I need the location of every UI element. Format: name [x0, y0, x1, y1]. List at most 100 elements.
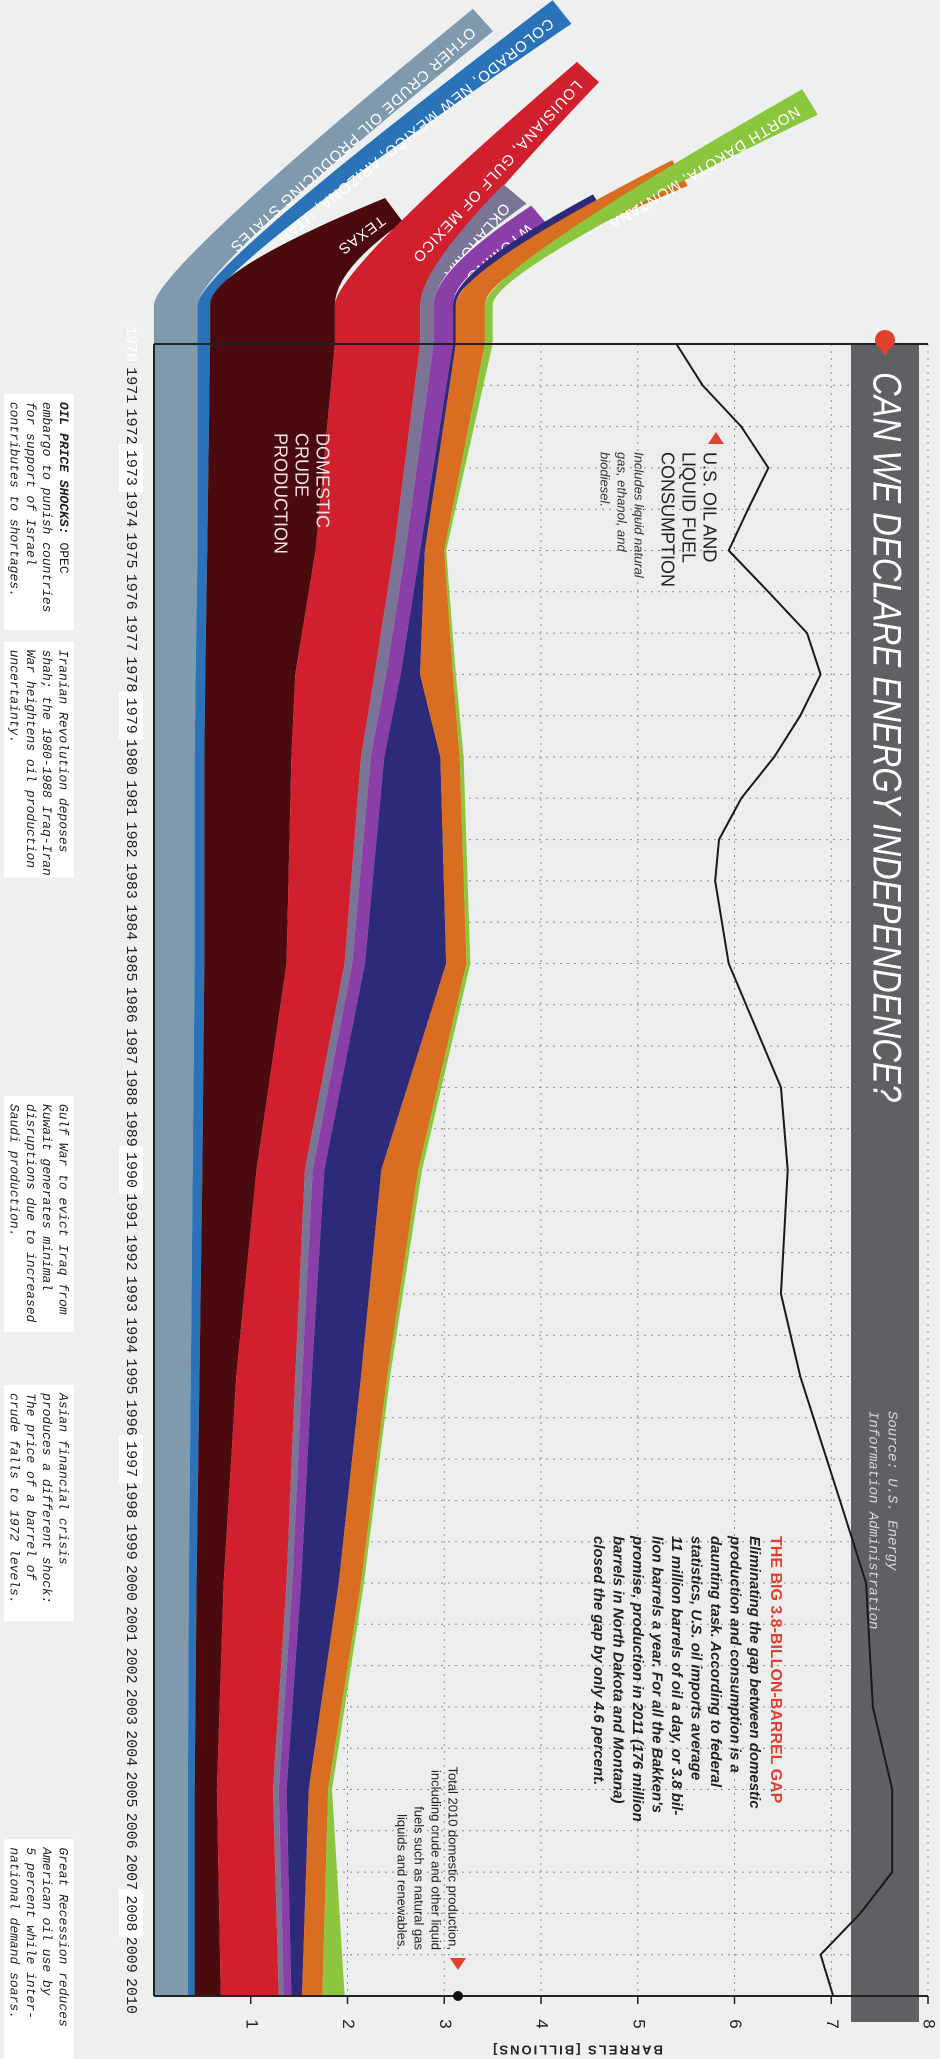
annotation: contributes to shortages.	[6, 402, 21, 597]
annotation: Kuwait generates minimal	[39, 1104, 54, 1291]
x-tick-label: 1970	[122, 326, 139, 362]
gap-title: THE BIG 3.8-BILLON-BARREL GAP	[767, 1536, 784, 1804]
legend-ribbon	[484, 89, 818, 344]
y-tick-label: 8	[920, 2019, 939, 2028]
x-tick-label: 1999	[122, 1524, 139, 1560]
x-tick-label: 1979	[122, 698, 139, 734]
source: Information Administration	[864, 1411, 880, 1629]
x-tick-label: 1990	[122, 1152, 139, 1188]
y-tick-label: 3	[436, 2019, 455, 2028]
x-tick-label: 2004	[122, 1730, 139, 1766]
y-tick-label: 1	[242, 2019, 261, 2028]
pin-tip	[875, 340, 895, 356]
area	[302, 344, 485, 1996]
x-tick-label: 1977	[122, 615, 139, 651]
area	[187, 344, 211, 1996]
x-tick-label: 1984	[122, 904, 139, 940]
line-label: CONSUMPTION	[657, 452, 677, 587]
x-tick-label: 1973	[122, 450, 139, 486]
x-tick-label: 1996	[122, 1400, 139, 1436]
area	[194, 344, 335, 1996]
y-tick-label: 7	[823, 2019, 842, 2028]
consumption-line	[675, 343, 894, 1997]
x-tick-label: 1985	[122, 945, 139, 981]
x-tick-label: 2005	[122, 1771, 139, 1807]
x-tick-label: 2003	[122, 1689, 139, 1725]
x-tick-label: 1992	[122, 1235, 139, 1271]
annotation-box	[4, 1385, 74, 1622]
legend-ribbon	[210, 197, 403, 344]
x-tick-label: 1978	[122, 656, 139, 692]
total-note: fuels such as natural gas	[412, 1806, 427, 1950]
marker	[708, 432, 724, 444]
production-label: PRODUCTION	[270, 433, 290, 554]
x-tick-label: 1981	[122, 780, 139, 816]
x-tick-label: 1989	[122, 1111, 139, 1147]
annotation-box	[4, 393, 74, 630]
legend-ribbons: OTHER CRUDE OIL PRODUCING STATESCOLORADO…	[154, 0, 818, 345]
annotation: disruptions due to increased	[23, 1104, 38, 1323]
x-tick-label: 1995	[122, 1358, 139, 1394]
x-tick-label: 1986	[122, 987, 139, 1023]
annotation: uncertainty.	[6, 650, 21, 744]
production-label: DOMESTIC	[312, 433, 332, 528]
gap-text: lion barrels a year. For all the Bakken'…	[649, 1536, 666, 1813]
annotation: War heightens oil production	[23, 650, 38, 868]
area	[273, 344, 434, 1996]
annotation: embargo to punish countries	[39, 402, 54, 613]
chart: 1 2 3 4 5 6 7 8 1970 1971 1972 1973 1974 1975 1976 1977…	[4, 326, 939, 2059]
gap-text: statistics, U.S. oil imports average	[688, 1536, 705, 1780]
y-tick-label: 5	[629, 2019, 648, 2028]
annotation: Asian financial crisis	[56, 1392, 71, 1565]
legend-ribbon	[420, 184, 527, 344]
line-note: biodiesel.	[598, 452, 613, 507]
marker	[450, 1958, 466, 1970]
line-label: LIQUID FUEL	[678, 452, 698, 563]
legend-ribbon	[197, 0, 572, 344]
x-tick-label: 1988	[122, 1069, 139, 1105]
annotation-box	[4, 641, 74, 878]
area	[278, 344, 453, 1996]
gap-text: Eliminating the gap between domestic	[746, 1536, 763, 1809]
x-tick-label: 1975	[122, 532, 139, 568]
gap-text: promise, production in 2011 (176 million	[629, 1535, 646, 1822]
annotation: The price of a barrel of	[23, 1393, 38, 1581]
x-tick-label: 2007	[122, 1854, 139, 1890]
legend-ribbon	[334, 61, 600, 345]
x-tick-label: 1998	[122, 1482, 139, 1518]
gap-text: barrels in North Dakota and Montana)	[610, 1536, 627, 1804]
x-tick-label: 1982	[122, 822, 139, 858]
year-highlight	[119, 443, 143, 492]
annotation-box	[4, 1839, 74, 2059]
area	[154, 344, 198, 1996]
x-tick-label: 1997	[122, 1441, 139, 1477]
annotation: produces a different shock:	[39, 1392, 54, 1604]
annotation-box	[4, 1095, 74, 1332]
line-note: gas, ethanol, and	[615, 452, 630, 553]
source: Source: U.S. Energy	[883, 1411, 899, 1571]
gap-text: closed the gap by only 4.6 percent.	[590, 1536, 607, 1785]
x-tick-label: 1994	[122, 1317, 139, 1353]
y-tick-label: 4	[533, 2019, 552, 2028]
x-tick-label: 2001	[122, 1606, 139, 1642]
gap-text: 11 million barrels of oil a day, or 3.8 …	[668, 1536, 685, 1815]
gap-text: production and consumption is a	[727, 1535, 744, 1773]
x-tick-label: 2009	[122, 1937, 139, 1973]
x-tick-label: 1993	[122, 1276, 139, 1312]
line-label: U.S. OIL AND	[699, 452, 719, 562]
x-tick-label: 1972	[122, 409, 139, 445]
line-note: Includes liquid natural	[632, 452, 647, 579]
x-tick-label: 1976	[122, 574, 139, 610]
gap-text: daunting task. According to federal	[707, 1536, 724, 1788]
annotation: for support of Israel	[23, 402, 38, 566]
annotation: Great Recession reduces	[56, 1847, 71, 2026]
y-tick-label: 6	[726, 2019, 745, 2028]
total-note: including crude and other liquid	[429, 1770, 444, 1950]
total-note: liquids and renewables.	[395, 1814, 410, 1950]
area	[216, 344, 421, 1996]
axis-title: BARRELS [BILLIONS]	[491, 2043, 663, 2058]
x-tick-label: 1974	[122, 491, 139, 527]
annotation-text: OPEC	[56, 542, 71, 573]
annotation: Gulf War to evict Iraq from	[56, 1104, 71, 1315]
